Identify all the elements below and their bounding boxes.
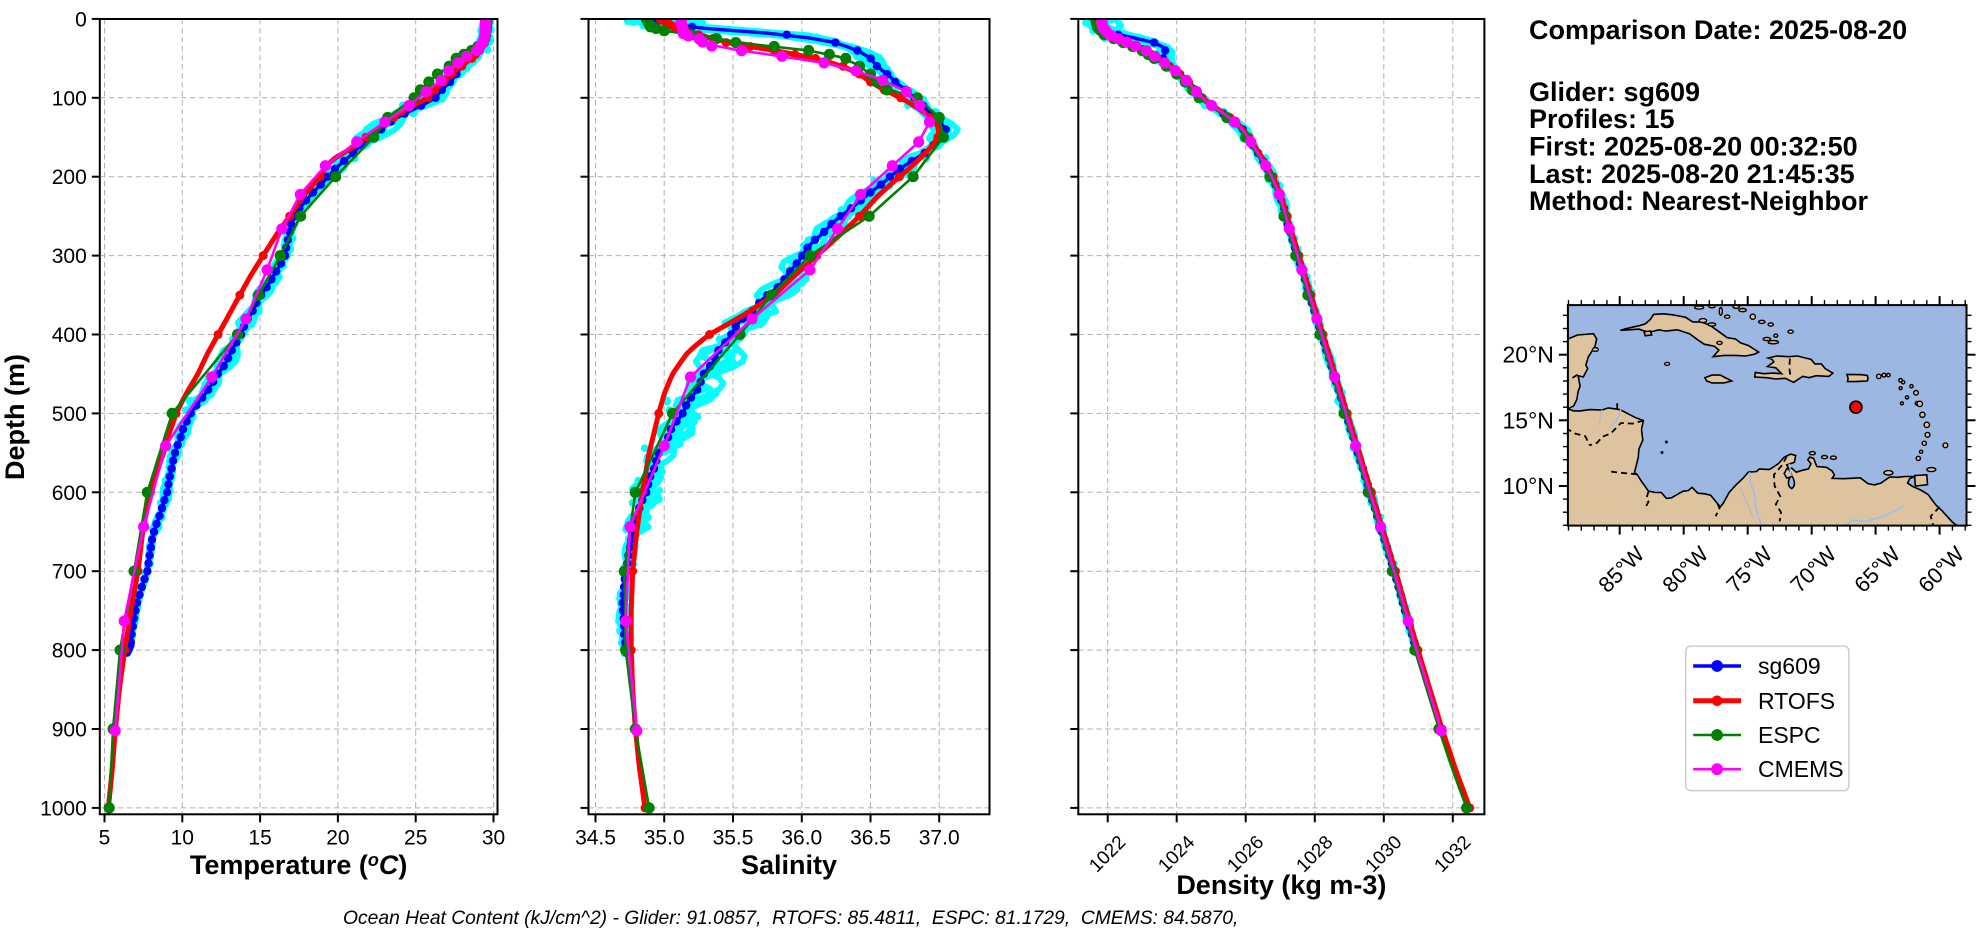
svg-text:Density (kg m-3): Density (kg m-3) [1176,870,1386,900]
svg-text:25: 25 [404,826,427,849]
svg-text:36.0: 36.0 [781,826,822,849]
svg-text:ESPC: ESPC [1758,722,1821,748]
svg-text:500: 500 [52,403,87,426]
svg-text:400: 400 [52,324,87,347]
svg-text:800: 800 [52,640,87,663]
svg-text:sg609: sg609 [1758,653,1821,679]
svg-text:RTOFS: RTOFS [1758,688,1835,714]
svg-text:CMEMS: CMEMS [1758,756,1844,782]
svg-text:200: 200 [52,166,87,189]
svg-text:Last: 2025-08-20 21:45:35: Last: 2025-08-20 21:45:35 [1529,159,1855,189]
svg-text:15: 15 [248,826,271,849]
svg-text:1000: 1000 [40,797,87,820]
svg-text:15°N: 15°N [1503,407,1554,433]
svg-text:Method: Nearest-Neighbor: Method: Nearest-Neighbor [1529,186,1869,216]
svg-text:10: 10 [171,826,194,849]
svg-text:Depth (m): Depth (m) [0,354,30,480]
svg-text:5: 5 [99,826,111,849]
svg-text:0: 0 [75,8,87,31]
svg-text:Comparison Date: 2025-08-20: Comparison Date: 2025-08-20 [1529,15,1907,45]
svg-text:35.0: 35.0 [644,826,685,849]
svg-text:35.5: 35.5 [713,826,754,849]
svg-text:700: 700 [52,561,87,584]
svg-text:100: 100 [52,87,87,110]
svg-text:300: 300 [52,245,87,268]
svg-text:Ocean Heat Content (kJ/cm^2) -: Ocean Heat Content (kJ/cm^2) - Glider: 9… [343,908,1238,929]
svg-text:600: 600 [52,482,87,505]
svg-text:Salinity: Salinity [741,850,837,880]
svg-text:36.5: 36.5 [850,826,891,849]
svg-text:900: 900 [52,719,87,742]
svg-text:Profiles: 15: Profiles: 15 [1529,104,1675,134]
svg-text:First: 2025-08-20 00:32:50: First: 2025-08-20 00:32:50 [1529,132,1858,162]
svg-text:20: 20 [326,826,349,849]
svg-text:37.0: 37.0 [919,826,960,849]
svg-text:10°N: 10°N [1503,473,1554,499]
svg-text:34.5: 34.5 [575,826,616,849]
svg-text:Glider: sg609: Glider: sg609 [1529,77,1700,107]
svg-text:20°N: 20°N [1503,342,1554,368]
svg-text:30: 30 [482,826,505,849]
